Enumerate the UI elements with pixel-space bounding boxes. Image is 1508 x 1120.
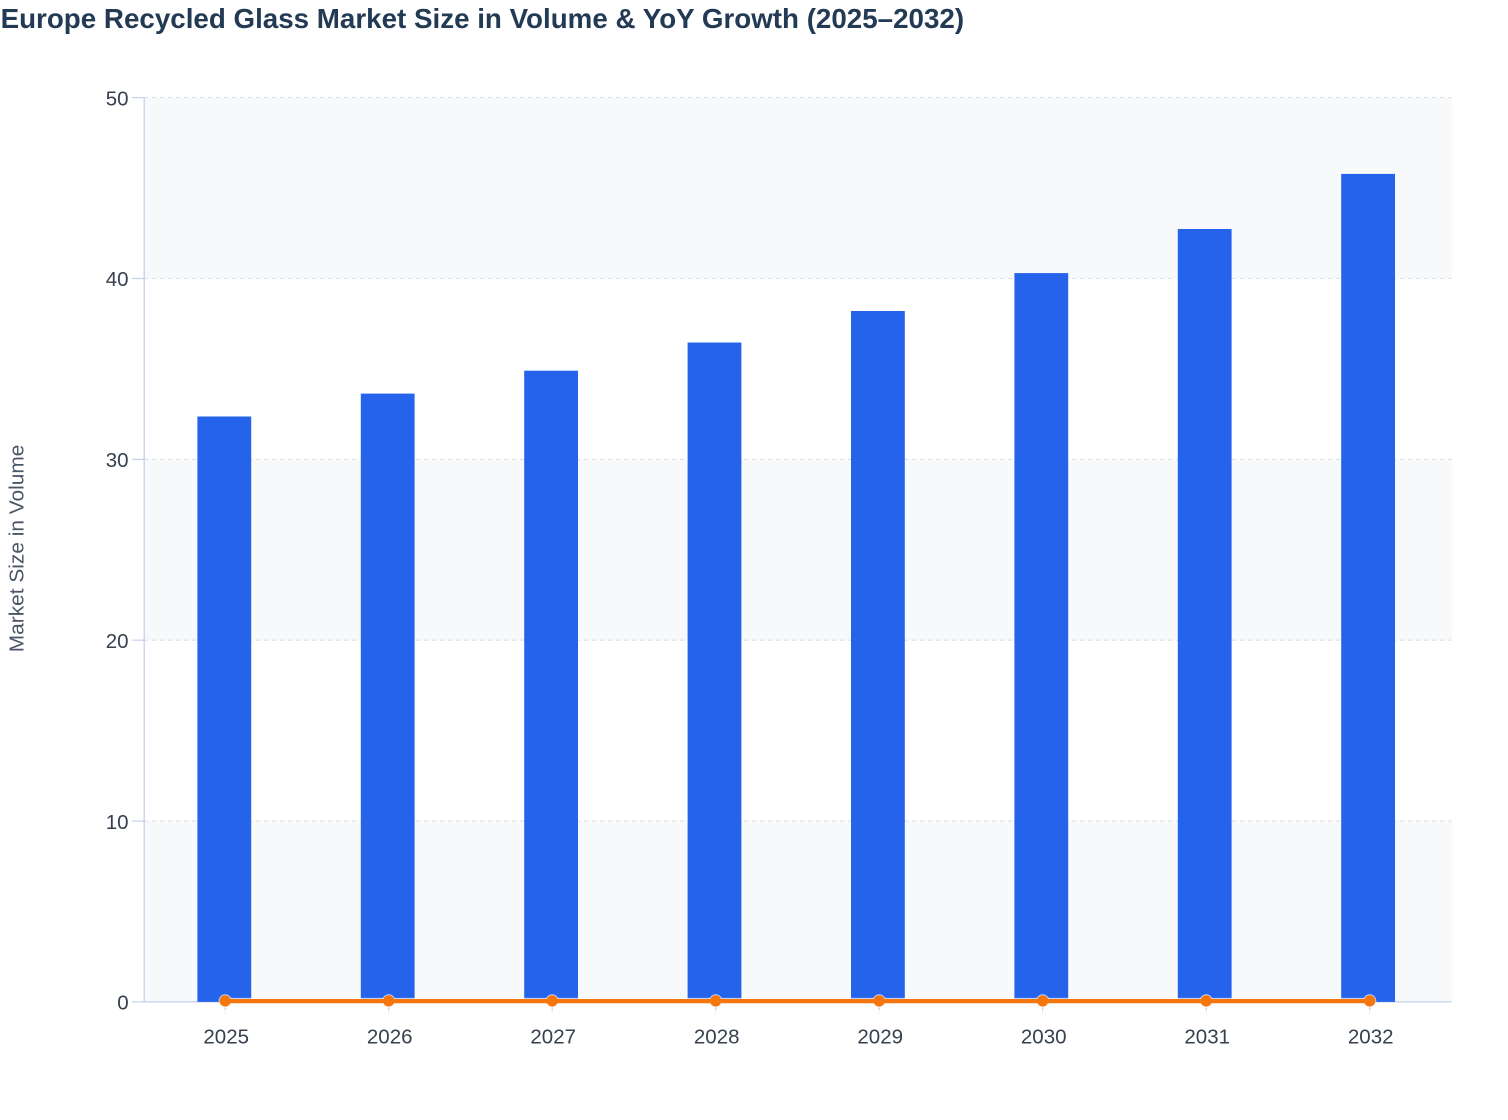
svg-text:2025: 2025: [203, 1025, 249, 1048]
svg-text:2031: 2031: [1184, 1025, 1230, 1048]
svg-text:10: 10: [106, 811, 129, 834]
svg-text:2026: 2026: [367, 1025, 413, 1048]
svg-text:40: 40: [106, 268, 129, 291]
svg-text:Market Size in Volume: Market Size in Volume: [7, 445, 29, 653]
svg-text:50: 50: [106, 87, 129, 110]
svg-text:2028: 2028: [694, 1025, 740, 1048]
svg-text:0: 0: [117, 992, 128, 1015]
svg-text:Europe Recycled Glass Market S: Europe Recycled Glass Market Size in Vol…: [1, 3, 965, 34]
svg-text:2027: 2027: [530, 1025, 576, 1048]
svg-text:2029: 2029: [857, 1025, 903, 1048]
svg-text:30: 30: [106, 449, 129, 472]
svg-text:2030: 2030: [1021, 1025, 1067, 1048]
svg-text:2032: 2032: [1348, 1025, 1394, 1048]
svg-text:20: 20: [106, 630, 129, 653]
